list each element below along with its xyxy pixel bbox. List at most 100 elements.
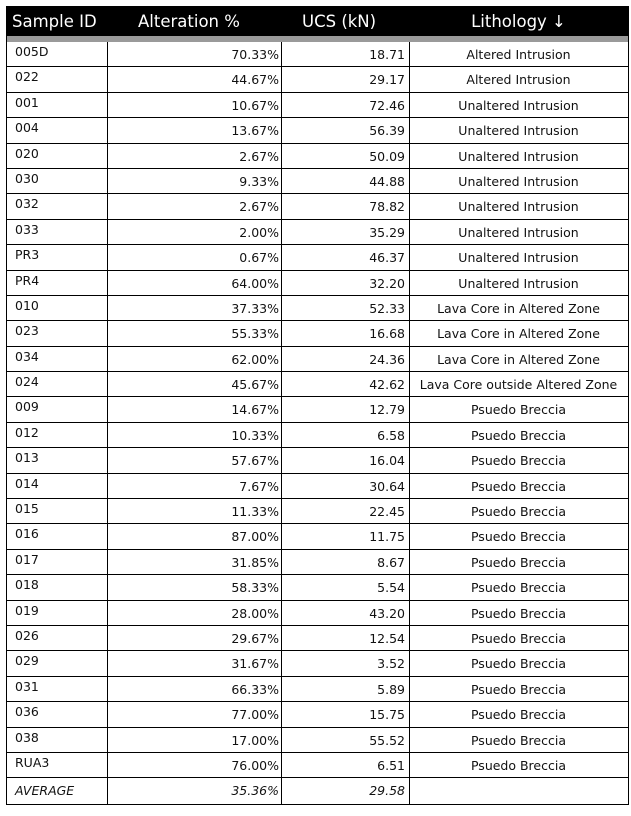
alteration-cell: 2.67% [108,143,282,168]
ucs-cell: 50.09 [282,143,410,168]
sample-id-cell: PR3 [7,245,108,270]
sample-id-cell: PR4 [7,270,108,295]
average-label: AVERAGE [7,778,108,804]
lithology-cell: Lava Core outside Altered Zone [419,377,618,393]
table-row: 023 55.33% 16.68 Lava Core in Altered Zone [7,321,628,347]
sample-id-cell: 017 [7,549,108,575]
sample-id-cell: 018 [7,575,108,600]
ucs-cell: 11.75 [282,524,410,549]
lithology-cell: Unaltered Intrusion [458,224,579,240]
header-divider [6,36,629,42]
header-ucs[interactable]: UCS (kN) [302,11,377,31]
table-row: 031 66.33% 5.89 Psuedo Breccia [7,676,628,703]
table-row: 017 31.85% 8.67 Psuedo Breccia [7,549,628,576]
lithology-cell: Unaltered Intrusion [458,97,579,113]
sample-id-cell: 031 [7,676,108,702]
average-ucs: 29.58 [282,778,410,804]
ucs-cell: 78.82 [282,194,410,219]
alteration-cell: 87.00% [108,524,282,549]
ucs-cell: 43.20 [282,600,410,625]
table-row: 036 77.00% 15.75 Psuedo Breccia [7,702,628,728]
ucs-cell: 12.54 [282,625,410,651]
table-row: RUA3 76.00% 6.51 Psuedo Breccia [7,752,628,779]
lithology-cell: Psuedo Breccia [470,554,566,570]
lithology-cell: Psuedo Breccia [470,402,566,418]
sample-id-cell: 029 [7,651,108,676]
ucs-cell: 30.64 [282,473,410,499]
table-row: 030 9.33% 44.88 Unaltered Intrusion [7,168,628,195]
lithology-cell: Psuedo Breccia [470,529,566,545]
sample-id-cell: 019 [7,600,108,625]
data-table: Sample ID Alteration % UCS (kN) Litholog… [6,6,629,805]
table-row: 004 13.67% 56.39 Unaltered Intrusion [7,118,628,144]
alteration-cell: 29.67% [108,625,282,651]
table-row: PR3 0.67% 46.37 Unaltered Intrusion [7,245,628,271]
average-alteration: 35.36% [108,778,282,804]
ucs-cell: 46.37 [282,245,410,270]
sample-id-cell: 004 [7,118,108,143]
average-lithology [410,778,627,803]
lithology-cell: Psuedo Breccia [470,630,566,646]
table-row: 022 44.67% 29.17 Altered Intrusion [7,67,628,93]
lithology-cell: Psuedo Breccia [470,478,566,494]
lithology-cell: Unaltered Intrusion [458,173,579,189]
alteration-cell: 77.00% [108,702,282,727]
table-row: PR4 64.00% 32.20 Unaltered Intrusion [7,270,628,296]
table-row: 034 62.00% 24.36 Lava Core in Altered Zone [7,346,628,373]
lithology-cell: Psuedo Breccia [470,453,566,469]
sample-id-cell: RUA3 [7,752,108,778]
lithology-cell: Unaltered Intrusion [458,199,579,215]
header-lithology[interactable]: Lithology ↓ [471,11,566,31]
lithology-cell: Psuedo Breccia [470,757,566,773]
ucs-cell: 16.04 [282,448,410,473]
lithology-cell: Unaltered Intrusion [458,275,579,291]
sample-id-cell: 030 [7,168,108,194]
table-row: 029 31.67% 3.52 Psuedo Breccia [7,651,628,677]
ucs-cell: 72.46 [282,92,410,118]
alteration-cell: 2.67% [108,194,282,219]
lithology-cell: Psuedo Breccia [470,427,566,443]
sample-id-cell: 033 [7,219,108,245]
lithology-cell: Psuedo Breccia [470,605,566,621]
lithology-cell: Unaltered Intrusion [458,250,579,266]
lithology-cell: Psuedo Breccia [470,580,566,596]
alteration-cell: 66.33% [108,676,282,702]
sample-id-cell: 022 [7,67,108,92]
alteration-cell: 64.00% [108,270,282,295]
table-row: 020 2.67% 50.09 Unaltered Intrusion [7,143,628,169]
sample-id-cell: 016 [7,524,108,549]
alteration-cell: 0.67% [108,245,282,270]
sample-id-cell: 005D [7,42,108,67]
lithology-cell: Psuedo Breccia [470,707,566,723]
lithology-cell: Psuedo Breccia [470,504,566,520]
ucs-cell: 5.54 [282,575,410,600]
ucs-cell: 8.67 [282,549,410,575]
header-alteration[interactable]: Alteration % [138,11,240,31]
sample-id-cell: 015 [7,499,108,524]
sample-id-cell: 026 [7,625,108,651]
alteration-cell: 28.00% [108,600,282,625]
alteration-cell: 31.67% [108,651,282,676]
header-sample-id[interactable]: Sample ID [12,11,97,31]
alteration-cell: 11.33% [108,499,282,524]
table-row: 026 29.67% 12.54 Psuedo Breccia [7,625,628,652]
ucs-cell: 56.39 [282,118,410,143]
ucs-cell: 35.29 [282,219,410,245]
sample-id-cell: 023 [7,321,108,346]
alteration-cell: 13.67% [108,118,282,143]
ucs-cell: 18.71 [282,42,410,67]
table-row: 005D 70.33% 18.71 Altered Intrusion [7,42,628,68]
alteration-cell: 7.67% [108,473,282,499]
alteration-cell: 57.67% [108,448,282,473]
table-header: Sample ID Alteration % UCS (kN) Litholog… [6,6,629,36]
table-row: 009 14.67% 12.79 Psuedo Breccia [7,397,628,423]
ucs-cell: 44.88 [282,168,410,194]
table-row: 015 11.33% 22.45 Psuedo Breccia [7,499,628,525]
ucs-cell: 32.20 [282,270,410,295]
lithology-cell: Lava Core in Altered Zone [437,351,600,367]
alteration-cell: 10.33% [108,422,282,448]
alteration-cell: 10.67% [108,92,282,118]
sample-id-cell: 010 [7,295,108,321]
lithology-cell: Unaltered Intrusion [458,148,579,164]
lithology-cell: Psuedo Breccia [470,732,566,748]
